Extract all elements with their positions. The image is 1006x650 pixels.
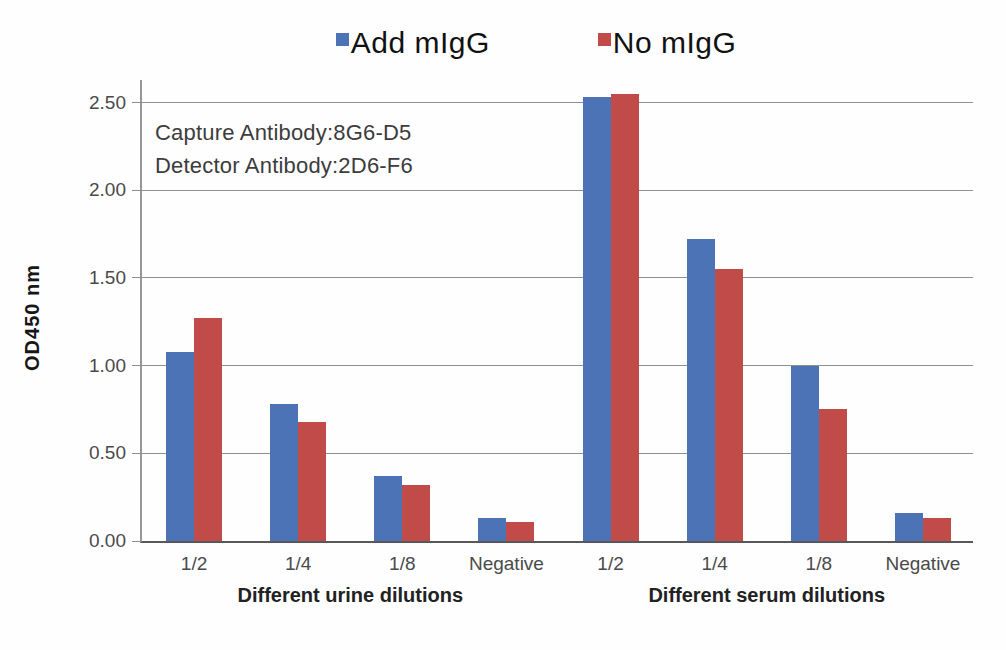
bar-add-migg-0 — [166, 352, 194, 541]
x-tick-label: 1/8 — [764, 553, 874, 575]
bar-no-migg-6 — [819, 409, 847, 541]
legend-item-add-migg: Add mIgG — [336, 26, 490, 60]
x-axis-group-label: Different serum dilutions — [617, 584, 917, 607]
gridline-2.00 — [142, 190, 973, 191]
y-tick-label: 1.00 — [54, 355, 126, 377]
bar-add-migg-2 — [374, 476, 402, 541]
y-tick-mark — [132, 190, 142, 191]
legend-swatch-blue-icon — [336, 33, 349, 46]
x-tick-label: Negative — [451, 553, 561, 575]
bar-no-migg-3 — [506, 522, 534, 541]
x-tick-label: 1/8 — [347, 553, 457, 575]
y-axis-title: OD450 nm — [21, 258, 44, 378]
y-tick-label: 0.50 — [54, 442, 126, 464]
gridline-1.50 — [142, 277, 973, 278]
bar-add-migg-3 — [478, 518, 506, 541]
bar-add-migg-5 — [687, 239, 715, 541]
y-tick-label: 0.00 — [54, 530, 126, 552]
gridline-2.50 — [142, 102, 973, 103]
y-tick-label: 1.50 — [54, 267, 126, 289]
legend-label-no-migg: No mIgG — [613, 26, 737, 60]
y-tick-label: 2.00 — [54, 179, 126, 201]
x-axis-group-label: Different urine dilutions — [200, 584, 500, 607]
bar-no-migg-0 — [194, 318, 222, 541]
x-tick-label: Negative — [868, 553, 978, 575]
plot-area: 0.000.501.001.502.002.501/21/41/8Negativ… — [140, 80, 973, 543]
bar-add-migg-4 — [583, 97, 611, 541]
elisa-bar-chart: Add mIgG No mIgG OD450 nm Capture Antibo… — [0, 0, 1006, 650]
legend-swatch-red-icon — [598, 33, 611, 46]
bar-no-migg-1 — [298, 422, 326, 541]
gridline-1.00 — [142, 365, 973, 366]
bar-no-migg-5 — [715, 269, 743, 541]
x-tick-label: 1/4 — [660, 553, 770, 575]
bar-no-migg-4 — [611, 94, 639, 541]
y-tick-label: 2.50 — [54, 92, 126, 114]
y-tick-mark — [132, 277, 142, 278]
bar-add-migg-6 — [791, 366, 819, 541]
bar-no-migg-7 — [923, 518, 951, 541]
x-tick-label: 1/4 — [243, 553, 353, 575]
legend-item-no-migg: No mIgG — [598, 26, 737, 60]
x-tick-label: 1/2 — [139, 553, 249, 575]
bar-add-migg-1 — [270, 404, 298, 541]
y-tick-mark — [132, 541, 142, 542]
y-tick-mark — [132, 453, 142, 454]
y-tick-mark — [132, 365, 142, 366]
bar-no-migg-2 — [402, 485, 430, 541]
y-tick-mark — [132, 102, 142, 103]
legend-label-add-migg: Add mIgG — [351, 26, 490, 60]
bar-add-migg-7 — [895, 513, 923, 541]
gridline-0.50 — [142, 453, 973, 454]
legend: Add mIgG No mIgG — [0, 26, 1006, 60]
x-tick-label: 1/2 — [556, 553, 666, 575]
